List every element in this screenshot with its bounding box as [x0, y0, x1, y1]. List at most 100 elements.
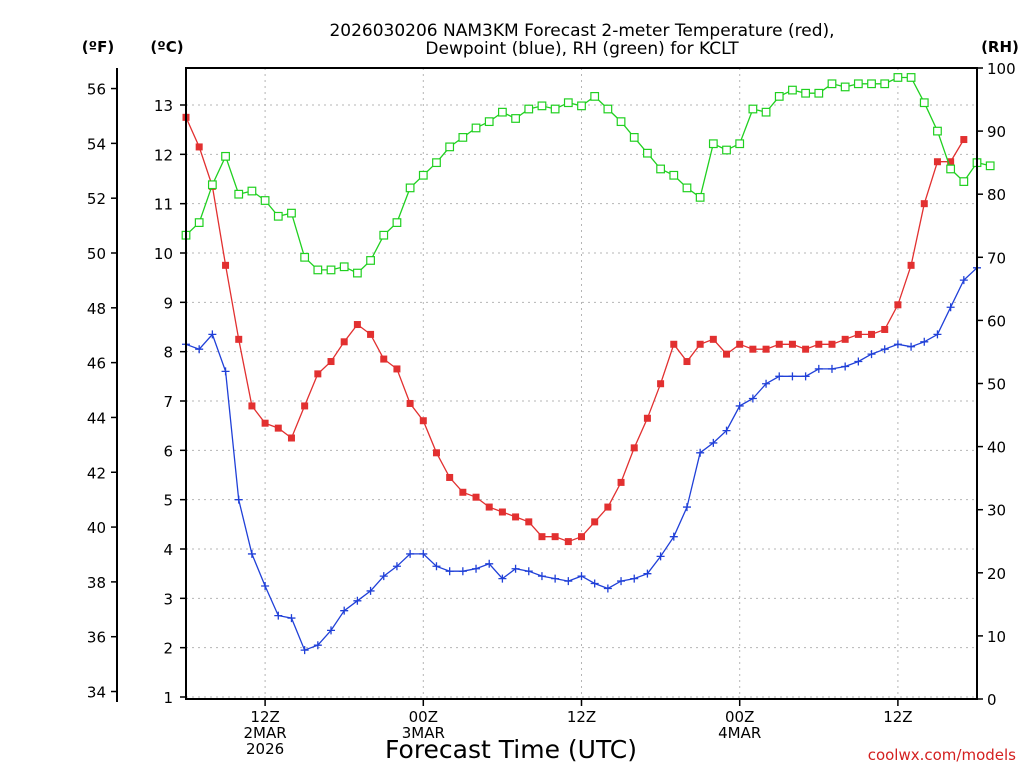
rh-point [761, 107, 771, 117]
rh-point [432, 158, 441, 168]
2-meter-temperature-point [432, 449, 440, 457]
2-meter-temperature-point [604, 503, 612, 511]
dewpoint-point [722, 426, 731, 435]
2-meter-temperature-point [512, 513, 520, 521]
x-axis-title: Forecast Time (UTC) [385, 735, 637, 764]
2-meter-temperature-point [920, 200, 928, 208]
rh-line [185, 76, 991, 274]
celsius-tick-label: 7 [163, 393, 173, 411]
rh-point [221, 151, 230, 161]
chart-title-line-1: 2026030206 NAM3KM Forecast 2-meter Tempe… [329, 21, 834, 41]
2-meter-temperature-line [185, 117, 965, 543]
rh-tick-label: 60 [987, 312, 1006, 330]
dewpoint-point [498, 574, 507, 583]
x-tick-label: 00Z [409, 708, 438, 726]
dewpoint-point [432, 562, 441, 571]
rh-point [484, 117, 494, 127]
dewpoint-point [392, 562, 401, 571]
rh-point [840, 82, 850, 92]
celsius-tick-label: 11 [154, 196, 173, 214]
rh-point [906, 73, 916, 82]
rh-point [577, 101, 586, 111]
fahrenheit-tick-label: 38 [87, 574, 106, 592]
dewpoint-series [182, 263, 981, 655]
dewpoint-point [827, 364, 836, 373]
rh-point [801, 88, 811, 98]
dewpoint-point [458, 567, 467, 576]
2-meter-temperature-point [235, 335, 243, 343]
celsius-tick-label: 12 [154, 146, 173, 164]
2-meter-temperature-point [353, 321, 361, 329]
rh-point [959, 177, 969, 186]
2-meter-temperature-point [788, 340, 796, 348]
dewpoint-point [709, 438, 718, 447]
2-meter-temperature-point [894, 301, 902, 309]
rh-tick-label: 50 [987, 376, 1006, 394]
celsius-tick-label: 2 [163, 640, 173, 658]
fahrenheit-tick-label: 56 [87, 81, 106, 99]
fahrenheit-tick-label: 46 [87, 355, 106, 373]
rh-point [853, 79, 863, 89]
rh-point [774, 91, 784, 101]
2-meter-temperature-point [709, 335, 717, 343]
celsius-tick-label: 6 [163, 442, 173, 460]
rh-tick-label: 80 [987, 186, 1006, 204]
rh-tick-label: 30 [987, 502, 1006, 520]
2-meter-temperature-point [301, 402, 309, 410]
dewpoint-point [274, 611, 283, 620]
dewpoint-point [959, 276, 968, 285]
rh-point [273, 211, 283, 221]
2-meter-temperature-point [933, 158, 941, 166]
rh-point [339, 262, 349, 272]
dewpoint-point [682, 503, 691, 512]
rh-point [867, 79, 876, 89]
series-layer [181, 73, 995, 655]
rh-tick-label: 40 [987, 439, 1006, 457]
celsius-tick-label: 4 [163, 541, 173, 559]
2-meter-temperature-point [617, 478, 625, 486]
dewpoint-point [762, 379, 771, 388]
rh-point [735, 139, 745, 149]
2-meter-temperature-point [802, 345, 810, 353]
rh-point [682, 183, 692, 193]
2-meter-temperature-point [841, 335, 849, 343]
2-meter-temperature-point [327, 358, 335, 366]
rh-point [893, 73, 903, 82]
2-meter-temperature-point [498, 508, 506, 516]
dewpoint-point [854, 357, 863, 366]
rh-point [352, 268, 362, 278]
dewpoint-point [814, 364, 823, 373]
2-meter-temperature-point [485, 503, 493, 511]
fahrenheit-tick-label: 54 [87, 135, 106, 153]
dewpoint-point [511, 564, 520, 573]
fahrenheit-unit-label: (ºF) [82, 38, 114, 56]
2-meter-temperature-point [551, 533, 559, 541]
axis-layer: 3436384042444648505254561234567891011121… [87, 60, 1016, 758]
rh-point [590, 91, 600, 101]
rh-point [234, 189, 244, 199]
chart-title-line-2: Dewpoint (blue), RH (green) for KCLT [425, 39, 739, 59]
rh-point [326, 265, 336, 275]
dewpoint-point [880, 345, 889, 354]
rh-point [524, 104, 534, 114]
2-meter-temperature-point [683, 358, 691, 366]
2-meter-temperature-point [578, 533, 585, 541]
2-meter-temperature-point [723, 350, 731, 358]
dewpoint-point [735, 401, 744, 410]
dewpoint-point [946, 303, 955, 312]
dewpoint-point [617, 577, 626, 586]
rh-point [788, 85, 797, 95]
rh-unit-label: (RH) [981, 38, 1019, 56]
2-meter-temperature-point [248, 402, 256, 410]
2-meter-temperature-point [406, 399, 414, 407]
rh-point [669, 170, 679, 180]
rh-point [550, 104, 560, 114]
rh-point [247, 186, 257, 196]
rh-point [946, 164, 956, 174]
x-tick-label: 12Z [883, 708, 912, 726]
2-meter-temperature-point [287, 434, 295, 442]
celsius-tick-label: 8 [163, 344, 173, 362]
2-meter-temperature-point [762, 345, 770, 353]
dewpoint-point [577, 572, 586, 581]
